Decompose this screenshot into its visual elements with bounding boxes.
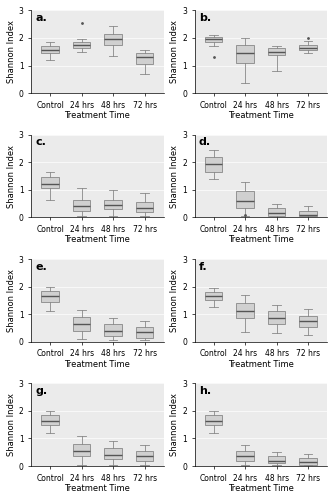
PathPatch shape (300, 210, 317, 216)
X-axis label: Treatment Time: Treatment Time (64, 111, 130, 120)
PathPatch shape (41, 290, 59, 302)
PathPatch shape (236, 45, 254, 63)
Text: f.: f. (199, 262, 207, 272)
Y-axis label: Shannon Index: Shannon Index (7, 269, 16, 332)
PathPatch shape (136, 326, 153, 338)
Y-axis label: Shannon Index: Shannon Index (170, 269, 179, 332)
PathPatch shape (41, 415, 59, 424)
PathPatch shape (73, 317, 90, 330)
PathPatch shape (268, 312, 285, 324)
PathPatch shape (136, 202, 153, 212)
Text: a.: a. (35, 13, 47, 23)
PathPatch shape (236, 303, 254, 318)
PathPatch shape (205, 415, 222, 424)
PathPatch shape (73, 444, 90, 456)
PathPatch shape (105, 324, 122, 336)
X-axis label: Treatment Time: Treatment Time (228, 236, 294, 244)
Y-axis label: Shannon Index: Shannon Index (7, 393, 16, 456)
X-axis label: Treatment Time: Treatment Time (64, 360, 130, 368)
PathPatch shape (73, 42, 90, 48)
X-axis label: Treatment Time: Treatment Time (228, 360, 294, 368)
PathPatch shape (105, 34, 122, 45)
Text: d.: d. (199, 137, 211, 147)
Y-axis label: Shannon Index: Shannon Index (170, 393, 179, 456)
PathPatch shape (105, 448, 122, 459)
Text: h.: h. (199, 386, 211, 396)
X-axis label: Treatment Time: Treatment Time (228, 484, 294, 493)
PathPatch shape (136, 53, 153, 64)
PathPatch shape (268, 48, 285, 54)
PathPatch shape (41, 178, 59, 188)
PathPatch shape (205, 157, 222, 172)
X-axis label: Treatment Time: Treatment Time (64, 484, 130, 493)
PathPatch shape (268, 456, 285, 464)
PathPatch shape (268, 208, 285, 216)
PathPatch shape (136, 451, 153, 460)
Y-axis label: Shannon Index: Shannon Index (170, 144, 179, 208)
Text: b.: b. (199, 13, 211, 23)
Text: c.: c. (35, 137, 46, 147)
PathPatch shape (73, 200, 90, 210)
Text: g.: g. (35, 386, 47, 396)
PathPatch shape (300, 316, 317, 326)
PathPatch shape (300, 45, 317, 51)
PathPatch shape (300, 458, 317, 464)
Y-axis label: Shannon Index: Shannon Index (7, 20, 16, 84)
PathPatch shape (236, 451, 254, 460)
PathPatch shape (236, 191, 254, 208)
X-axis label: Treatment Time: Treatment Time (64, 236, 130, 244)
Y-axis label: Shannon Index: Shannon Index (170, 20, 179, 84)
X-axis label: Treatment Time: Treatment Time (228, 111, 294, 120)
PathPatch shape (205, 36, 222, 42)
Text: e.: e. (35, 262, 47, 272)
PathPatch shape (205, 292, 222, 300)
Y-axis label: Shannon Index: Shannon Index (7, 144, 16, 208)
PathPatch shape (105, 200, 122, 209)
PathPatch shape (41, 46, 59, 53)
